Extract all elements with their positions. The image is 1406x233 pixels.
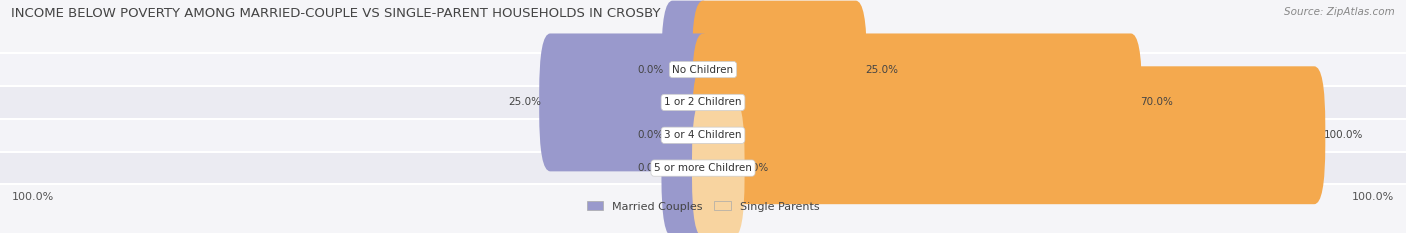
FancyBboxPatch shape bbox=[692, 34, 1142, 171]
Bar bbox=[0, 119, 1406, 152]
Text: No Children: No Children bbox=[672, 65, 734, 75]
FancyBboxPatch shape bbox=[661, 1, 714, 139]
FancyBboxPatch shape bbox=[692, 1, 868, 139]
FancyBboxPatch shape bbox=[661, 66, 714, 204]
Text: 0.0%: 0.0% bbox=[637, 130, 664, 140]
FancyBboxPatch shape bbox=[538, 34, 714, 171]
Bar bbox=[0, 53, 1406, 86]
Text: 25.0%: 25.0% bbox=[508, 97, 541, 107]
Text: 100.0%: 100.0% bbox=[1351, 192, 1393, 202]
Text: 100.0%: 100.0% bbox=[13, 192, 55, 202]
Text: 0.0%: 0.0% bbox=[637, 65, 664, 75]
Text: 5 or more Children: 5 or more Children bbox=[654, 163, 752, 173]
Text: 100.0%: 100.0% bbox=[1323, 130, 1362, 140]
Text: 1 or 2 Children: 1 or 2 Children bbox=[664, 97, 742, 107]
Text: 0.0%: 0.0% bbox=[742, 163, 769, 173]
Text: 0.0%: 0.0% bbox=[637, 163, 664, 173]
FancyBboxPatch shape bbox=[692, 66, 1326, 204]
Text: 3 or 4 Children: 3 or 4 Children bbox=[664, 130, 742, 140]
Text: 25.0%: 25.0% bbox=[865, 65, 898, 75]
Bar bbox=[0, 152, 1406, 185]
Bar bbox=[0, 86, 1406, 119]
Text: INCOME BELOW POVERTY AMONG MARRIED-COUPLE VS SINGLE-PARENT HOUSEHOLDS IN CROSBY: INCOME BELOW POVERTY AMONG MARRIED-COUPL… bbox=[11, 7, 661, 20]
FancyBboxPatch shape bbox=[661, 99, 714, 233]
Legend: Married Couples, Single Parents: Married Couples, Single Parents bbox=[586, 201, 820, 212]
FancyBboxPatch shape bbox=[692, 99, 745, 233]
Text: 70.0%: 70.0% bbox=[1140, 97, 1173, 107]
Text: Source: ZipAtlas.com: Source: ZipAtlas.com bbox=[1284, 7, 1395, 17]
